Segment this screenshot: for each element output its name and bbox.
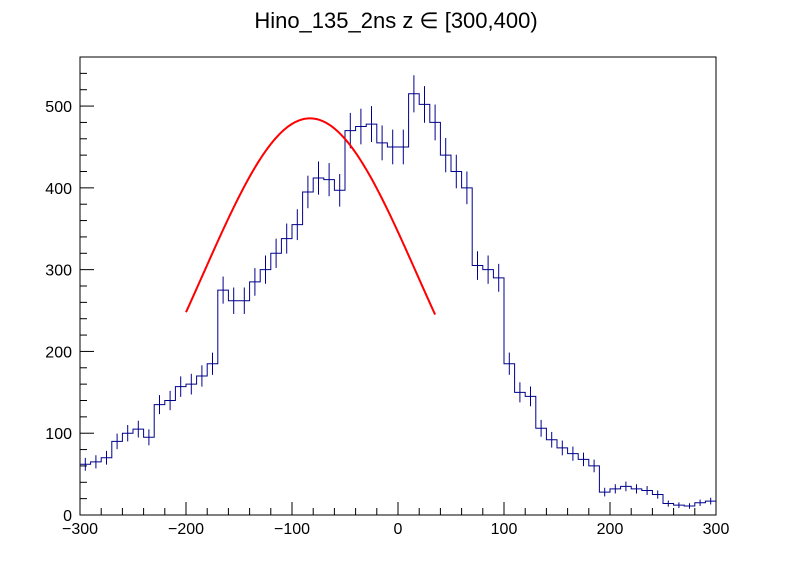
y-tick-label: 400 [45,181,72,198]
x-tick-label: 0 [394,521,403,538]
chart-title: Hino_135_2ns z ∈ [300,400) [254,8,537,33]
histogram-outline [80,93,716,507]
x-tick-label: 100 [491,521,518,538]
fit-layer [185,117,437,315]
histogram-layer [80,75,716,509]
y-tick-label: 0 [63,508,72,525]
axes-layer: −300 −200 −100 0 100 200 300 0 100 200 300 400 500 [45,56,730,538]
y-tick-label: 100 [45,426,72,443]
x-tick-label: 300 [703,521,730,538]
x-tick-label: −300 [62,521,98,538]
x-tick-label: −200 [168,521,204,538]
y-tick-label: 200 [45,344,72,361]
gaussian-fit-curve [185,117,437,315]
y-tick-label: 500 [45,99,72,116]
x-tick-label: −100 [274,521,310,538]
x-tick-label: 200 [597,521,624,538]
y-tick-label: 300 [45,263,72,280]
plot-frame [79,56,717,516]
